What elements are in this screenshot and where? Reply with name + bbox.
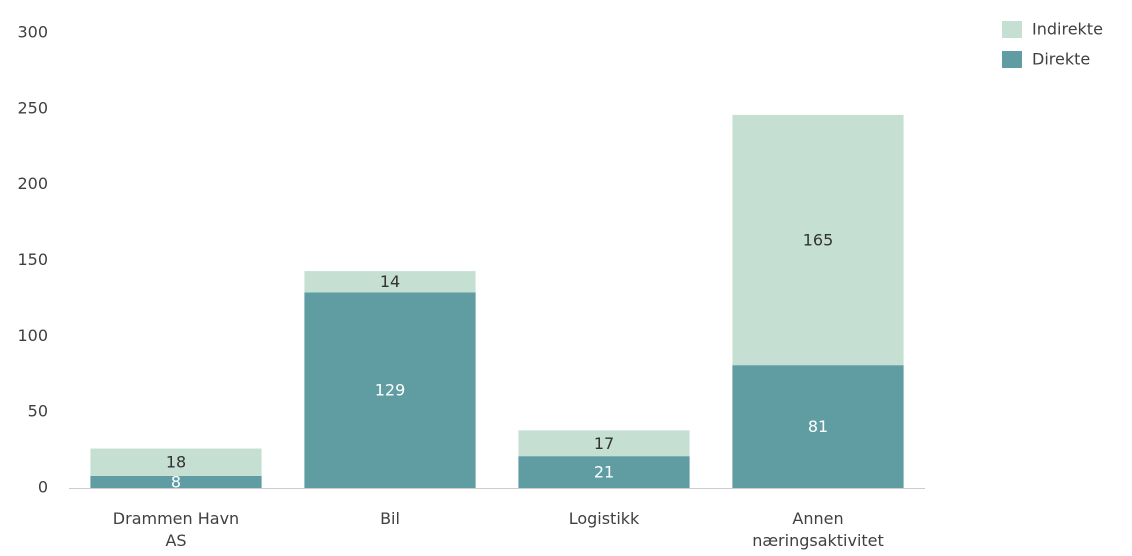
data-label: 14	[380, 272, 400, 291]
x-tick-label: Drammen Havn AS	[112, 509, 240, 550]
y-tick-label: 150	[17, 250, 48, 269]
bar-segment	[304, 271, 476, 293]
legend-swatch	[1002, 21, 1022, 38]
y-tick-label: 0	[38, 478, 48, 497]
data-label: 21	[594, 463, 614, 482]
data-label: 129	[375, 381, 406, 400]
x-tick-label: Logistikk	[568, 509, 640, 528]
y-tick-label: 100	[17, 326, 48, 345]
y-tick-label: 50	[28, 402, 48, 421]
y-tick-label: 300	[17, 23, 48, 42]
bar-segment	[518, 430, 690, 457]
y-tick-label: 250	[17, 98, 48, 117]
y-tick-label: 200	[17, 174, 48, 193]
data-label: 18	[166, 453, 186, 472]
bar-segment	[90, 448, 262, 476]
data-label: 8	[171, 472, 181, 491]
data-label: 165	[803, 231, 834, 250]
bar-segment	[732, 114, 904, 366]
legend-label: Direkte	[1032, 50, 1090, 69]
x-tick-label: Bil	[380, 509, 400, 528]
bar-segment	[90, 475, 262, 488]
bar-segment	[518, 456, 690, 488]
data-label: 17	[594, 434, 614, 453]
bar-segment	[304, 292, 476, 488]
bar-segment	[732, 365, 904, 488]
legend-label: Indirekte	[1032, 20, 1103, 39]
x-tick-label: Annen næringsaktivitet	[752, 509, 884, 550]
legend-swatch	[1002, 51, 1022, 68]
data-label: 81	[808, 417, 828, 436]
